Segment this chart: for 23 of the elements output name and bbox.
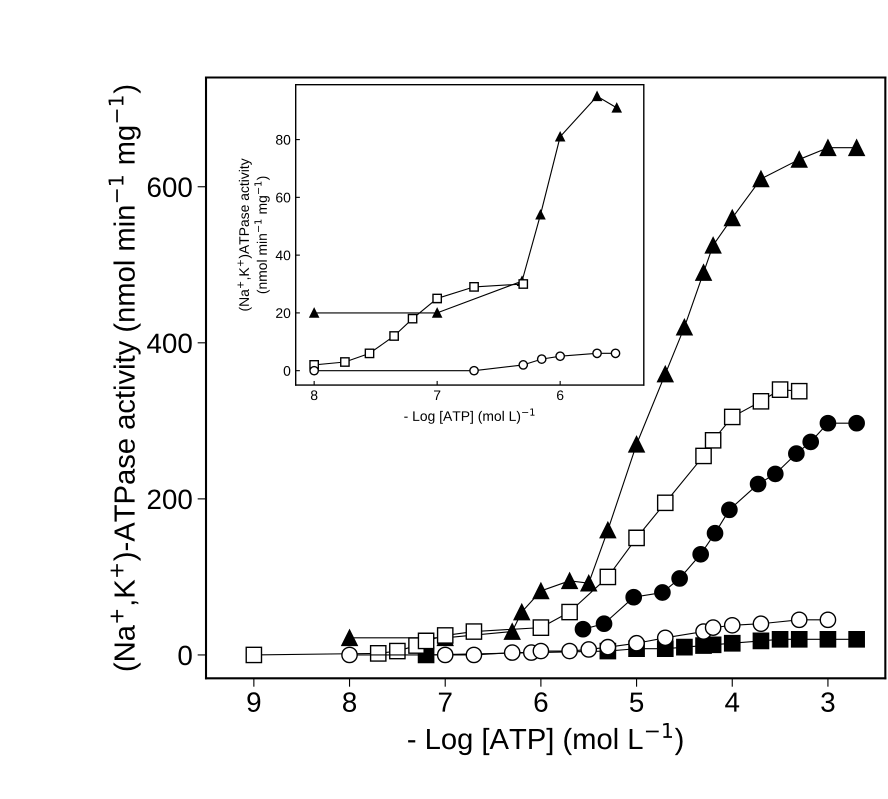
x-tick-label: 8 [343, 692, 356, 712]
x-tick-label: 7 [438, 692, 452, 712]
y-tick-label: 0 [178, 646, 192, 666]
x-tick-label: 6 [557, 390, 564, 400]
x-tick-label: 7 [434, 390, 440, 400]
text: (Na$^{+}$,K$^{+}$)ATPase activity (nmol min$^{−1}$ mg$^{−1}$) [237, 158, 270, 311]
y-tick-label: 80 [276, 134, 290, 145]
x-tick-label: 4 [725, 692, 740, 712]
x-tick-label: 6 [534, 692, 548, 712]
x-tick-label: 5 [630, 692, 644, 712]
y-tick-label: 600 [148, 177, 192, 198]
y-tick-label: 400 [147, 333, 192, 354]
y-tick-label: 60 [276, 192, 290, 203]
y-tick-label: 40 [276, 250, 290, 260]
x-axis-title: - Log [ATP] (mol L)$^{−1}$ [404, 408, 535, 424]
x-axis-title: - Log [ATP] (mol L$^{−1}$) [408, 722, 683, 756]
x-tick-label: 9 [247, 692, 260, 712]
x-tick-label: 8 [310, 390, 318, 400]
x-tick-label: 3 [821, 692, 834, 712]
y-tick-label: 0 [284, 366, 290, 376]
y-tick-label: 200 [148, 490, 192, 510]
text: (Na$^{+}$,K$^{+}$)-ATPase activity (nmol min$^{−1}$ mg$^{−1}$) [108, 86, 141, 670]
y-tick-label: 20 [276, 308, 290, 318]
